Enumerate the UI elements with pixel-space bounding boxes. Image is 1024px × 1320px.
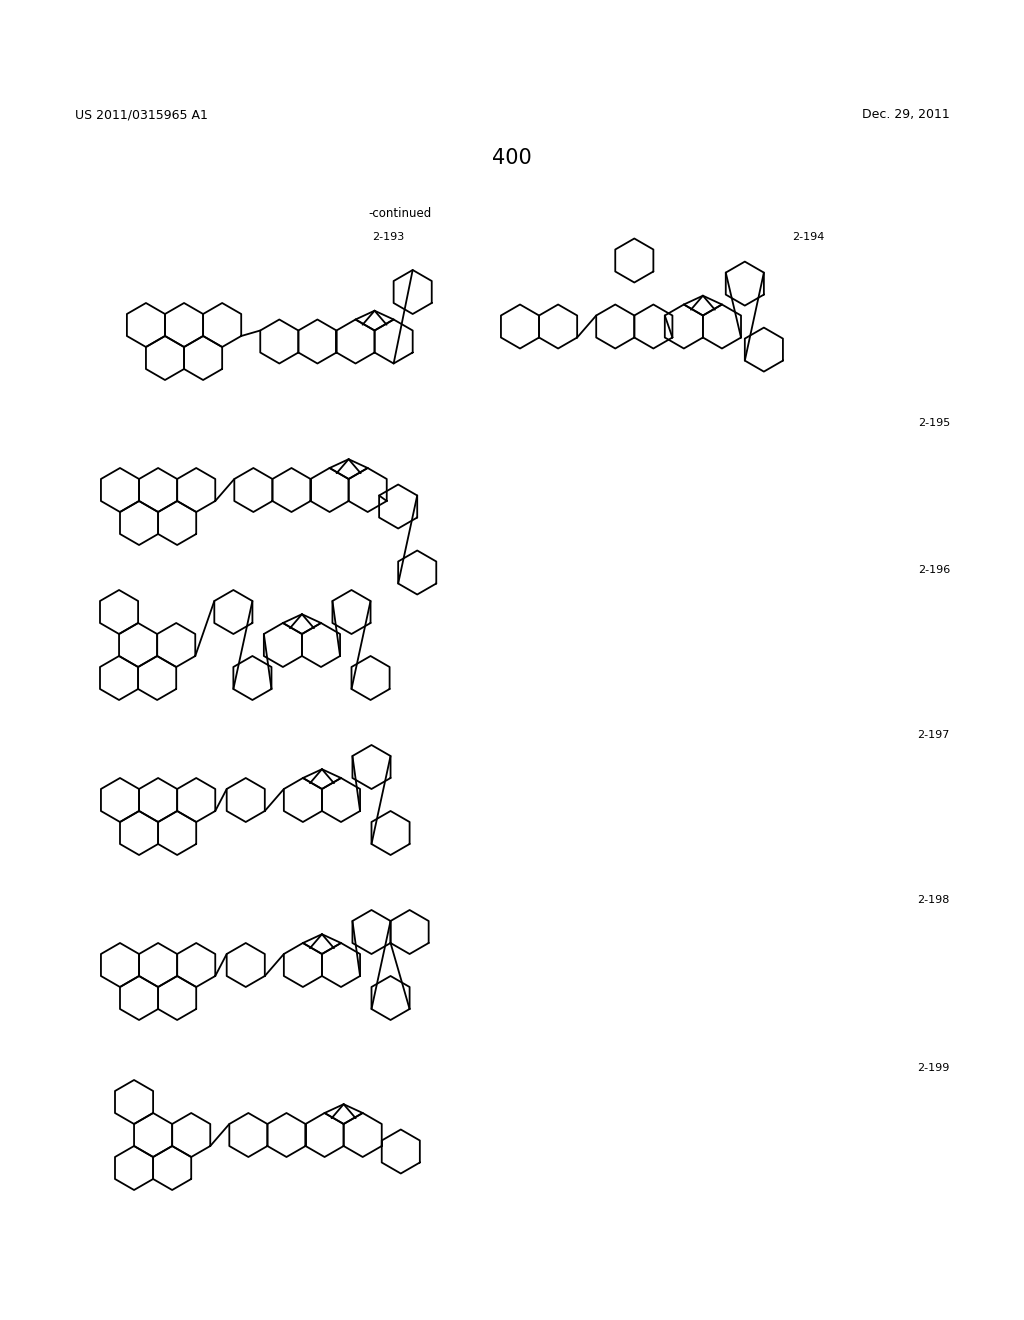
Text: 400: 400 xyxy=(493,148,531,168)
Text: 2-196: 2-196 xyxy=(918,565,950,576)
Text: 2-198: 2-198 xyxy=(918,895,950,906)
Text: 2-193: 2-193 xyxy=(372,232,404,242)
Text: Dec. 29, 2011: Dec. 29, 2011 xyxy=(862,108,950,121)
Text: 2-194: 2-194 xyxy=(792,232,824,242)
Text: 2-197: 2-197 xyxy=(918,730,950,741)
Text: 2-199: 2-199 xyxy=(918,1063,950,1073)
Text: 2-195: 2-195 xyxy=(918,418,950,428)
Text: -continued: -continued xyxy=(369,207,432,220)
Text: US 2011/0315965 A1: US 2011/0315965 A1 xyxy=(75,108,208,121)
